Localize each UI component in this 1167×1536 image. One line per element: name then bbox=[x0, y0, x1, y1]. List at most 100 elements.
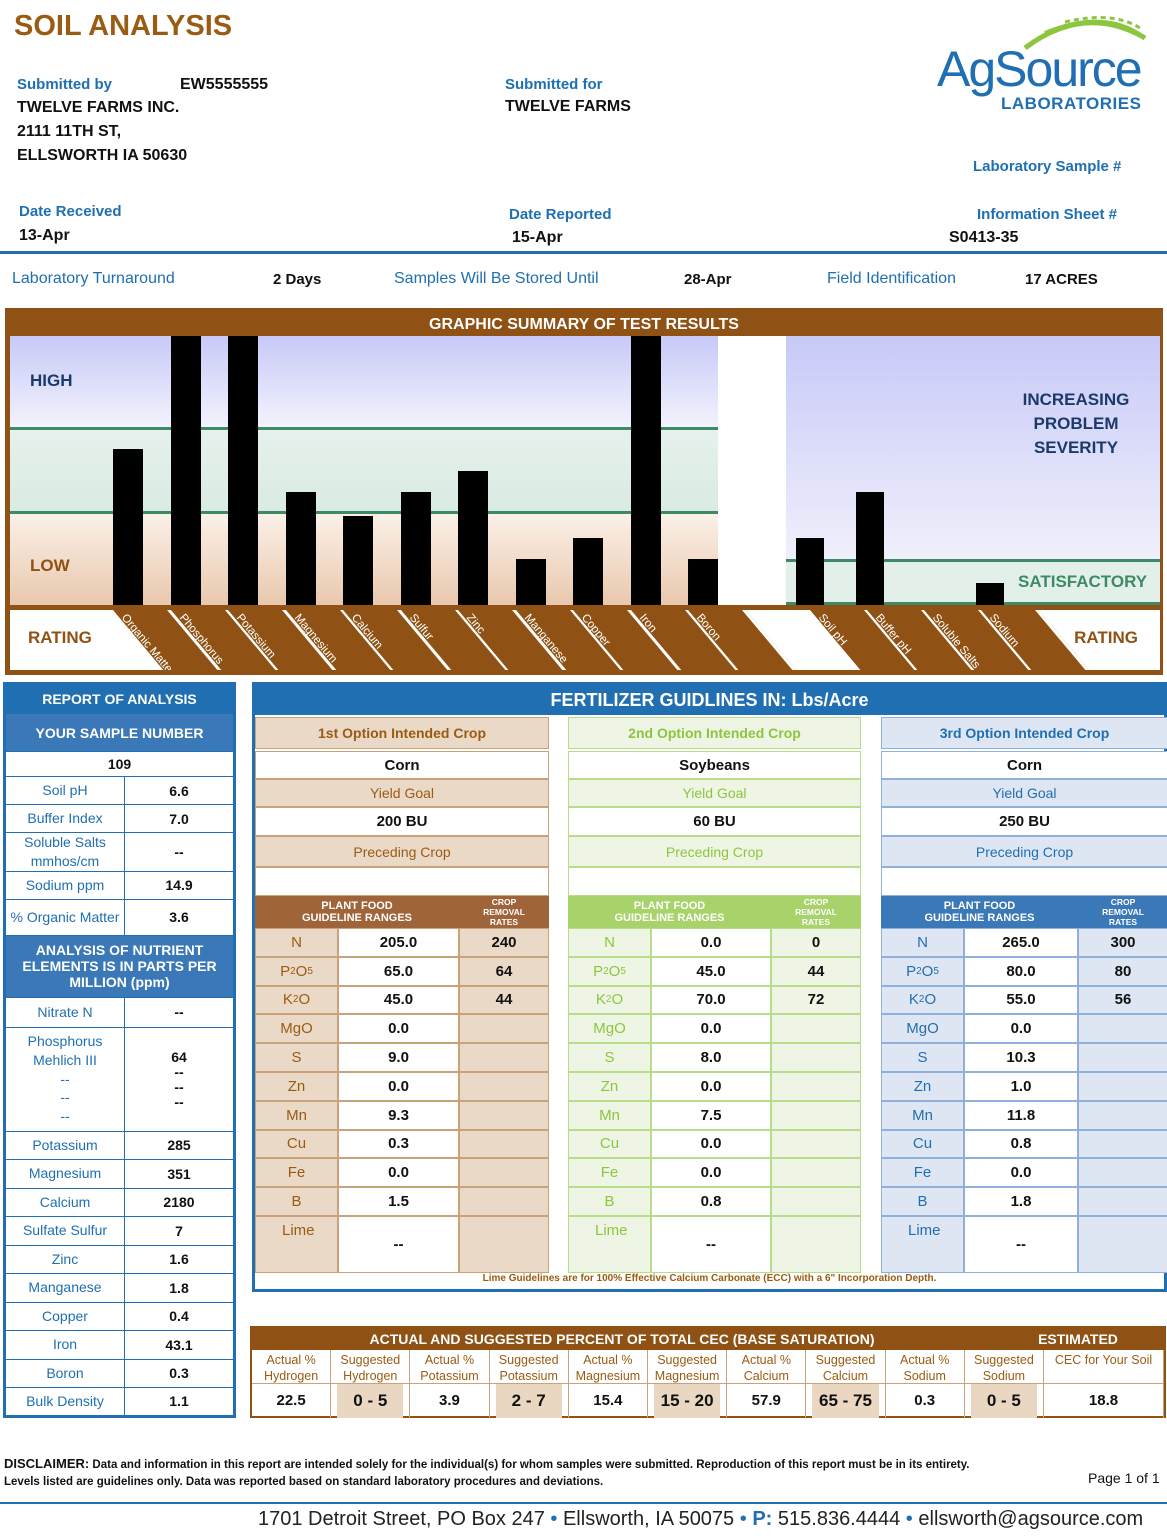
removal-value: 80 bbox=[1078, 956, 1167, 986]
cec-value: 15.4 bbox=[593, 1392, 623, 1409]
guideline-value: 0.0 bbox=[651, 1014, 771, 1044]
graphic-summary: GRAPHIC SUMMARY OF TEST RESULTS HIGH LOW… bbox=[5, 308, 1163, 675]
bar-soil-ph bbox=[796, 537, 824, 605]
row-value: 3.6 bbox=[124, 898, 235, 936]
removal-value bbox=[459, 1043, 549, 1072]
date-received-label: Date Received bbox=[19, 203, 122, 220]
nutrient-label: N bbox=[255, 928, 338, 957]
guideline-value: 80.0 bbox=[964, 956, 1078, 986]
bar-copper bbox=[573, 537, 603, 605]
bar-sodium bbox=[976, 583, 1004, 605]
nutrient-label: MgO bbox=[568, 1014, 651, 1044]
report-of-analysis: REPORT OF ANALYSIS YOUR SAMPLE NUMBER 109 S… bbox=[3, 682, 236, 1418]
cec-column: Suggested Sodium 0 - 5 bbox=[964, 1350, 1044, 1418]
cec-label: Actual % Magnesium bbox=[568, 1350, 647, 1384]
guideline-value: 10.3 bbox=[964, 1043, 1078, 1072]
date-reported-label: Date Reported bbox=[509, 206, 612, 223]
removal-value bbox=[1078, 1158, 1167, 1188]
lab-sample-label: Laboratory Sample # bbox=[973, 158, 1122, 175]
cec-column: Actual % Magnesium 15.4 bbox=[568, 1350, 648, 1418]
plant-food-header: PLANT FOOD GUIDELINE RANGES bbox=[568, 896, 771, 928]
row-value: 43.1 bbox=[124, 1329, 235, 1360]
plant-food-header: PLANT FOOD GUIDELINE RANGES bbox=[255, 896, 459, 928]
yield-goal: 60 BU bbox=[568, 807, 861, 836]
cec-column: Suggested Potassium 2 - 7 bbox=[489, 1350, 569, 1418]
cec-table: ACTUAL AND SUGGESTED PERCENT OF TOTAL CE… bbox=[250, 1326, 1166, 1418]
rating-label: RATING bbox=[28, 628, 92, 647]
address-line: ELLSWORTH IA 50630 bbox=[17, 147, 188, 164]
row-label: -- bbox=[60, 1070, 70, 1087]
nutrient-label: Lime bbox=[568, 1216, 651, 1273]
removal-value bbox=[1078, 1100, 1167, 1130]
cec-column: Actual % Calcium 57.9 bbox=[727, 1350, 807, 1418]
row-label: Bulk Density bbox=[4, 1386, 125, 1417]
cec-value: 15 - 20 bbox=[654, 1384, 721, 1418]
bar-phosphorus bbox=[170, 336, 201, 605]
sample-number-label: YOUR SAMPLE NUMBER bbox=[4, 713, 235, 752]
row-value: 285 bbox=[124, 1130, 235, 1160]
removal-value bbox=[771, 1158, 861, 1188]
footer-divider bbox=[0, 1502, 1167, 1504]
cec-label: Actual % Potassium bbox=[410, 1350, 489, 1384]
nutrient-label: Fe bbox=[881, 1158, 964, 1188]
option-header: 2nd Option Intended Crop bbox=[568, 717, 861, 749]
row-label: Soluble Salts mmhos/cm bbox=[4, 832, 125, 872]
row-value: 0.4 bbox=[124, 1301, 235, 1331]
yield-goal: 200 BU bbox=[255, 807, 549, 836]
row-label: Buffer Index bbox=[4, 804, 125, 833]
date-reported: 15-Apr bbox=[512, 229, 563, 246]
removal-value bbox=[1078, 1043, 1167, 1072]
preceding-crop bbox=[255, 867, 549, 896]
removal-value bbox=[771, 1014, 861, 1044]
removal-value bbox=[459, 1216, 549, 1273]
guideline-value: 70.0 bbox=[651, 985, 771, 1015]
row-label: Zinc bbox=[4, 1244, 125, 1274]
option-header: 3rd Option Intended Crop bbox=[881, 717, 1167, 749]
cec-column: Actual % Sodium 0.3 bbox=[885, 1350, 965, 1418]
nutrient-label: S bbox=[881, 1043, 964, 1072]
guideline-value: 205.0 bbox=[338, 928, 459, 957]
row-label: Nitrate N bbox=[4, 996, 125, 1028]
cec-column: Actual % Potassium 3.9 bbox=[410, 1350, 490, 1418]
guideline-value: 45.0 bbox=[651, 956, 771, 986]
guideline-value: 1.0 bbox=[964, 1072, 1078, 1101]
removal-value bbox=[459, 1100, 549, 1130]
guideline-value: -- bbox=[964, 1216, 1078, 1273]
guideline-value: 9.3 bbox=[338, 1100, 459, 1130]
bar-calcium bbox=[343, 516, 373, 605]
row-label: Copper bbox=[4, 1301, 125, 1331]
cec-value: 0 - 5 bbox=[970, 1384, 1037, 1418]
rating-row: RATING RATING Organic Matter Phosphorus Po… bbox=[10, 610, 1160, 670]
footer-address: 1701 Detroit Street, PO Box 247 • Ellswo… bbox=[258, 1508, 1144, 1530]
intended-crop: Soybeans bbox=[568, 751, 861, 779]
preceding-crop-label: Preceding Crop bbox=[255, 836, 549, 867]
guideline-value: 0.0 bbox=[338, 1158, 459, 1188]
row-value: 351 bbox=[124, 1158, 235, 1189]
address-line: 2111 11TH ST, bbox=[17, 123, 122, 140]
option-column-1: 1st Option Intended Crop Corn Yield Goal 20… bbox=[255, 717, 549, 1277]
bar-zinc bbox=[458, 470, 488, 605]
nutrient-label: Lime bbox=[255, 1216, 338, 1273]
removal-value bbox=[771, 1216, 861, 1273]
divider bbox=[0, 251, 1167, 254]
removal-value bbox=[771, 1043, 861, 1072]
phosphorus-values: 64 -- -- -- bbox=[124, 1026, 235, 1132]
row-label: Soil pH bbox=[4, 776, 125, 805]
nutrient-label: Zn bbox=[881, 1072, 964, 1101]
row-label: -- bbox=[60, 1089, 70, 1106]
removal-value: 44 bbox=[771, 956, 861, 986]
cec-value: 65 - 75 bbox=[812, 1384, 879, 1418]
submitted-for: TWELVE FARMS bbox=[505, 98, 631, 115]
guideline-value: 0.0 bbox=[338, 1072, 459, 1101]
guideline-value: 265.0 bbox=[964, 928, 1078, 957]
guideline-value: 0.8 bbox=[651, 1187, 771, 1216]
option-column-2: 2nd Option Intended Crop Soybeans Yield Go… bbox=[568, 717, 861, 1277]
cec-value: 57.9 bbox=[751, 1392, 781, 1409]
row-value: 1.6 bbox=[124, 1244, 235, 1274]
guideline-value: 11.8 bbox=[964, 1100, 1078, 1130]
swoosh-icon bbox=[1023, 16, 1147, 51]
guideline-value: 0.0 bbox=[338, 1014, 459, 1044]
guideline-value: 1.5 bbox=[338, 1187, 459, 1216]
